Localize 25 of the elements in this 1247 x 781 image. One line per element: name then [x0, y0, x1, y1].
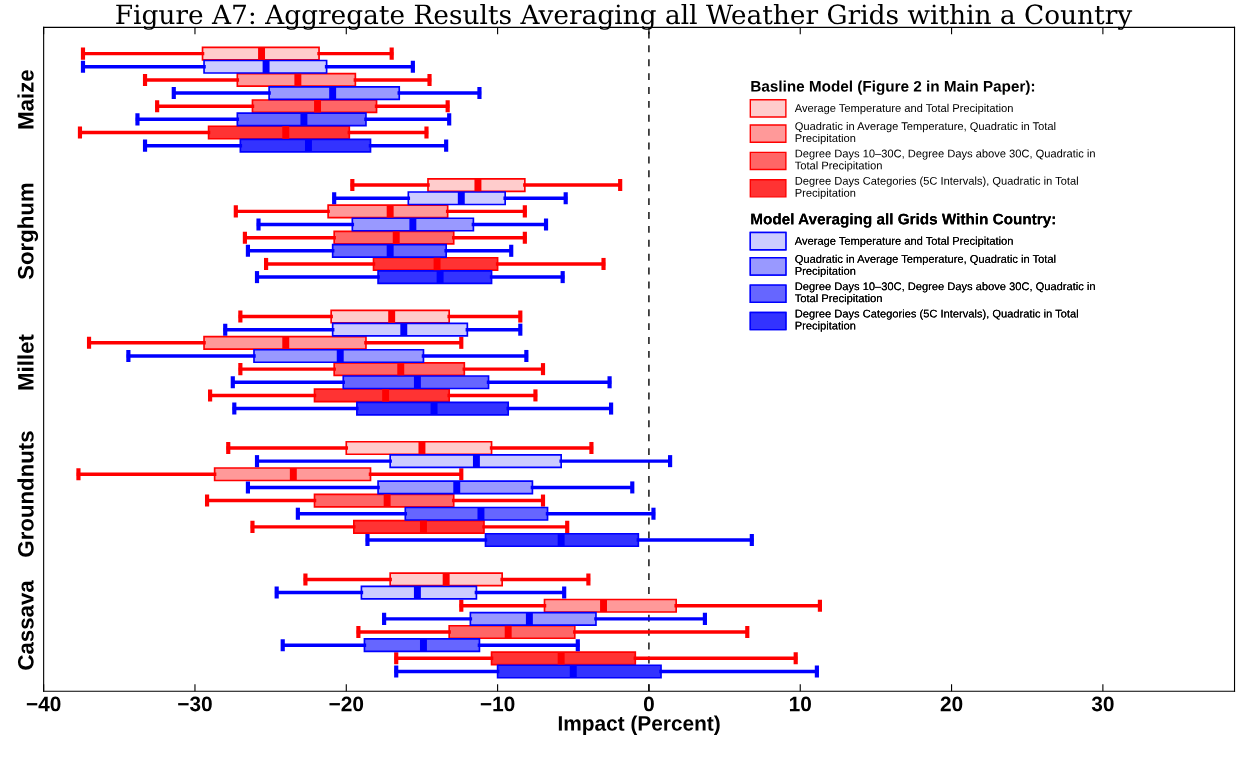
x-tick-label: 10	[789, 696, 811, 712]
legend-label: Quadratic in Average Temperature, Quadratic in Total Precipitation	[795, 254, 1056, 278]
annotation: Basline Model (Figure 2 in Main Paper):	[751, 80, 1035, 95]
x-tick-label: −30	[178, 696, 212, 712]
y-tick-label: Sorghum	[17, 183, 39, 280]
x-tick-label: 0	[643, 696, 654, 712]
legend-label: Degree Days Categories (5C Intervals), Quadratic in Total Precipitation	[795, 309, 1078, 332]
legend-label: Degree Days Categories (5C Intervals), Quadratic in Total Precipitation	[795, 176, 1078, 199]
x-tick-label: −10	[480, 696, 515, 712]
legend-label: Average Temperature and Total Precipitation	[794, 103, 1013, 115]
legend-label: Degree Days 10–30C, Degree Days above 30C, Quadratic in Total Precipitation	[795, 282, 1095, 305]
x-tick-label: −20	[329, 696, 364, 712]
x-axis-title: Impact (Percent)	[558, 715, 720, 735]
y-tick-label: Cassava	[17, 580, 34, 670]
legend-label: Average Temperature and Total Precipitation	[794, 236, 1013, 247]
y-tick-label: Millet	[17, 334, 34, 390]
chart-title: Figure A7: Aggregate Results Averaging all Weather Grids within a Country	[116, 3, 1133, 30]
x-tick-label: 20	[940, 696, 963, 712]
x-tick-label: 30	[1091, 696, 1114, 712]
y-tick-label: Maize	[17, 70, 34, 129]
x-tick-label: −40	[26, 696, 61, 712]
legend-label: Quadratic in Average Temperature, Quadratic in Total Precipitation	[795, 121, 1056, 145]
legend-label: Degree Days 10–30C, Degree Days above 30C, Quadratic in Total Precipitation	[795, 149, 1095, 172]
annotation: Model Averaging all Grids Within Country:	[751, 213, 1055, 228]
y-tick-label: Groundnuts	[17, 431, 34, 557]
